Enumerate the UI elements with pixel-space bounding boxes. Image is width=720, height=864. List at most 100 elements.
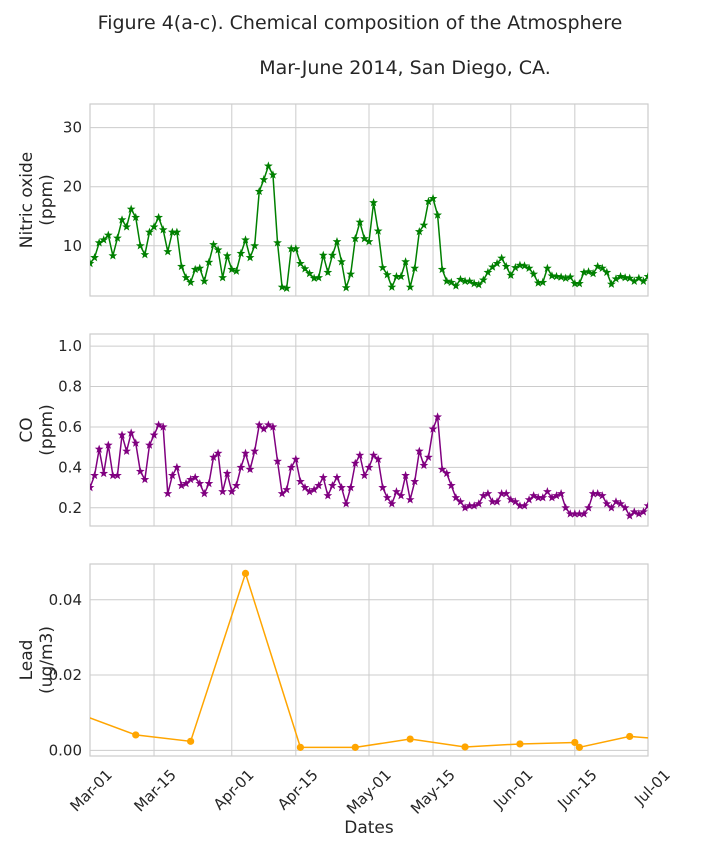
panel-1-point: [634, 273, 644, 282]
panel-1-point: [538, 277, 548, 287]
panel-1-point: [149, 222, 159, 231]
panel-1-point: [264, 161, 273, 170]
panel-1-point: [451, 281, 461, 290]
panel-3-xtick-label: Mar-01: [66, 766, 115, 815]
panel-1-point: [254, 186, 264, 196]
panel-2-point: [108, 470, 118, 480]
panel-2-point: [607, 503, 616, 512]
panel-2-point: [364, 462, 374, 472]
panel-1-point: [520, 261, 529, 270]
panel-1-point: [195, 263, 205, 272]
panel-1-point: [611, 274, 621, 283]
panel-1-point: [575, 278, 584, 288]
panel-2-point: [213, 448, 223, 457]
panel-2-ytick-label: 1.0: [58, 337, 82, 355]
panel-1-point: [117, 215, 127, 224]
panel-1-series-line: [90, 164, 648, 290]
panel-2-point: [172, 462, 182, 472]
panel-2-point: [561, 503, 571, 512]
panel-2-point: [424, 452, 433, 462]
panel-2-point: [520, 501, 529, 510]
panel-3-ylabel-line2: (ug/m3): [37, 626, 57, 694]
panel-2-point: [204, 478, 214, 488]
panel-1-point: [579, 267, 589, 277]
panel-1-point: [213, 245, 223, 254]
panel-2-point: [570, 509, 580, 518]
panel-1-point: [378, 263, 388, 272]
panel-2-point: [195, 478, 205, 488]
panel-1-point: [570, 278, 580, 288]
panel-2-point: [543, 487, 552, 496]
panel-3-xlabel: Dates: [344, 818, 394, 838]
panel-1-point: [245, 253, 255, 262]
panel-2-point: [492, 497, 502, 506]
panel-2-ylabel-line2: (ppm): [37, 404, 57, 455]
panel-1-point: [360, 234, 369, 243]
panel-1-point: [561, 273, 571, 282]
panel-1-point: [469, 278, 479, 288]
panel-1-point: [492, 258, 502, 268]
panel-1-point: [446, 277, 456, 287]
panel-2-point: [209, 452, 218, 462]
figure-title-line1: Figure 4(a-c). Chemical composition of t…: [97, 12, 623, 34]
panel-2-ylabel: CO(ppm): [17, 404, 57, 455]
panel-1-point: [99, 235, 109, 244]
panel-1-point: [387, 282, 397, 291]
panel-1-point: [616, 271, 625, 281]
panel-1-point: [547, 271, 557, 280]
panel-1-ylabel-line1: Nitric oxide: [17, 152, 37, 248]
panel-1-point: [437, 264, 447, 274]
panel-2-point: [501, 489, 511, 498]
panel-1-point: [186, 277, 195, 287]
panel-2-point: [575, 509, 584, 518]
panel-2-ytick-label: 0.8: [58, 378, 82, 396]
panel-3-ytick-label: 0.04: [49, 591, 82, 609]
panel-1-point: [597, 263, 607, 272]
panel-2-point: [465, 501, 474, 510]
panel-2-ytick-label: 0.4: [58, 458, 82, 476]
panel-2-point: [154, 420, 163, 429]
panel-2-point: [620, 503, 630, 512]
panel-2-point: [218, 487, 228, 496]
panel-1-point: [474, 280, 484, 289]
panel-1-point: [90, 258, 95, 268]
panel-1-ytick-label: 20: [63, 178, 82, 196]
panel-2-point: [259, 424, 269, 433]
panel-2-point: [437, 464, 447, 474]
panel-1-point: [543, 263, 552, 272]
panel-1-point: [428, 193, 438, 203]
panel-2-point: [552, 491, 561, 500]
panel-2-point: [113, 470, 122, 480]
panel-1-point: [607, 279, 616, 288]
panel-3-point: [406, 735, 414, 743]
panel-2-point: [602, 499, 612, 508]
panel-1-point: [456, 274, 465, 284]
panel-1-point: [506, 270, 516, 280]
panel-3-xtick-label: Mar-15: [130, 766, 179, 815]
panel-2-point: [597, 491, 607, 500]
panel-1-point: [158, 225, 168, 234]
panel-2-point: [460, 503, 470, 512]
panel-1-point: [373, 226, 383, 235]
panel-1-point: [497, 253, 507, 262]
panel-2-point: [410, 476, 420, 486]
panel-2-point: [355, 450, 365, 459]
panel-3-xtick-label: May-15: [407, 766, 459, 818]
panel-3-point: [187, 737, 195, 745]
panel-1-point: [332, 237, 342, 246]
panel-1-point: [364, 237, 374, 246]
panel-2-point: [401, 470, 410, 480]
panel-1-point: [126, 204, 136, 213]
panel-2-point: [254, 420, 264, 429]
panel-1-point: [268, 170, 278, 179]
panel-2-point: [387, 499, 397, 508]
panel-1-point: [204, 257, 214, 267]
panel-2-point: [433, 412, 442, 421]
panel-3-series: [90, 569, 648, 751]
panel-2-point: [611, 497, 621, 506]
panel-1-point: [524, 263, 534, 272]
panel-2-point: [126, 428, 136, 437]
panel-1-point: [625, 273, 635, 282]
panel-2-point: [140, 474, 150, 484]
